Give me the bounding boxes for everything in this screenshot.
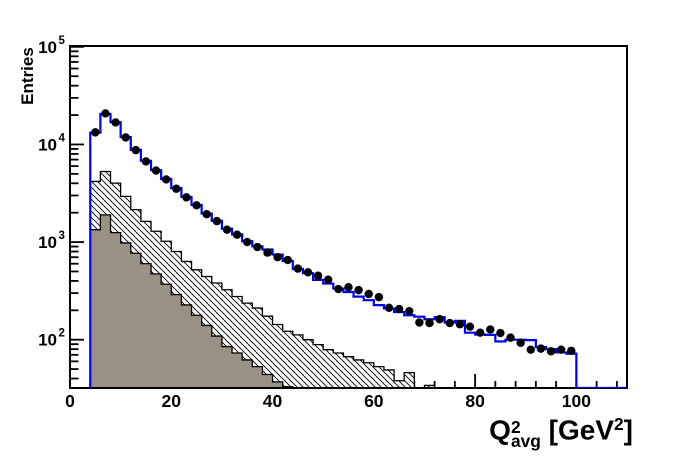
plot-frame <box>69 45 628 389</box>
x-title-unit-close: ] <box>623 414 633 446</box>
x-tick-label: 80 <box>465 391 485 411</box>
data-point <box>415 318 424 327</box>
data-point <box>526 345 535 354</box>
x-title-base: Q <box>489 414 511 446</box>
data-point <box>556 345 566 354</box>
y-tick-exponent: 4 <box>59 132 66 144</box>
data-point <box>435 315 444 324</box>
data-points <box>91 109 576 356</box>
data-point <box>313 271 323 280</box>
data-point <box>384 303 394 313</box>
data-point <box>465 322 475 331</box>
data-point <box>324 275 333 284</box>
data-point <box>202 210 211 219</box>
data-point <box>354 285 363 295</box>
x-tick-label: 100 <box>562 391 591 411</box>
data-point <box>182 193 191 202</box>
data-point <box>475 328 485 337</box>
x-title-subscript: avg <box>510 430 541 451</box>
data-point <box>536 344 546 353</box>
data-point <box>344 282 353 292</box>
data-point <box>516 338 525 347</box>
x-title-unit-superscript: 2 <box>614 414 624 434</box>
data-point <box>192 201 201 210</box>
data-point <box>253 242 262 252</box>
data-point <box>141 157 151 166</box>
data-point <box>455 320 465 329</box>
data-point <box>91 128 100 137</box>
data-point <box>121 133 130 142</box>
data-point <box>151 166 161 175</box>
y-tick-exponent: 2 <box>59 328 65 340</box>
x-title-superscript: 2 <box>510 416 521 437</box>
data-point <box>111 118 120 127</box>
plot-series <box>89 170 436 388</box>
data-point <box>425 318 434 328</box>
data-point <box>303 268 313 277</box>
data-point <box>101 109 110 118</box>
y-tick-label: 10 <box>38 38 57 57</box>
y-tick-exponent: 5 <box>59 35 66 47</box>
y-axis-title: Entries <box>18 47 37 105</box>
data-point <box>273 252 282 262</box>
data-point <box>212 216 222 226</box>
data-point <box>222 225 232 234</box>
y-tick-label: 10 <box>38 331 57 350</box>
data-point <box>567 346 576 355</box>
data-point <box>546 347 556 356</box>
y-tick-label: 10 <box>38 233 57 252</box>
data-point <box>486 325 495 334</box>
x-title-unit-open: [GeV <box>540 414 615 446</box>
data-point <box>506 333 515 342</box>
y-tick-label: 10 <box>38 135 57 154</box>
data-point <box>162 175 171 184</box>
data-point <box>334 284 343 294</box>
x-tick-label: 40 <box>263 391 283 411</box>
data-point <box>232 230 242 239</box>
x-title-sup-sub: 2 avg <box>510 418 541 451</box>
data-point <box>172 184 181 193</box>
x-tick-label: 60 <box>364 391 384 411</box>
data-point <box>263 248 272 257</box>
data-point <box>405 306 414 316</box>
data-point <box>394 304 404 314</box>
data-point <box>293 264 303 273</box>
data-point <box>243 237 252 247</box>
data-point <box>496 328 505 338</box>
y-tick-exponent: 3 <box>59 230 65 242</box>
total-histogram <box>89 112 627 388</box>
x-axis-title: Q2 avg [GeV2] <box>489 414 633 451</box>
x-tick-label: 20 <box>162 391 182 411</box>
data-point <box>364 289 373 299</box>
data-point <box>445 318 454 328</box>
x-tick-label: 0 <box>65 391 75 411</box>
data-point <box>374 292 384 302</box>
solid-gray-histogram <box>89 214 294 388</box>
data-point <box>131 145 141 155</box>
data-point <box>283 255 292 265</box>
